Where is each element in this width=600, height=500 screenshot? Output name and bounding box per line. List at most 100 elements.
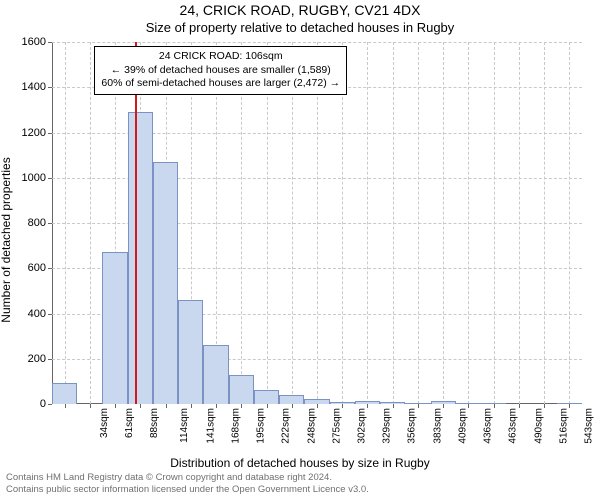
annotation-line1: 24 CRICK ROAD: 106sqm [101,50,340,64]
histogram-bar [481,403,506,404]
ytick-label: 1000 [22,172,46,184]
xtick-label: 222sqm [281,408,292,444]
xtick-mark [342,404,343,408]
gridline-v [569,42,570,404]
xtick-label: 436sqm [483,408,494,444]
histogram-bar [557,403,582,404]
xtick-mark [166,404,167,408]
histogram-bar [431,401,456,404]
xtick-mark [317,404,318,408]
xtick-label: 516sqm [558,408,569,444]
xtick-mark [216,404,217,408]
ytick-mark [48,42,52,43]
gridline-v [544,42,545,404]
ytick-mark [48,268,52,269]
xtick-mark [191,404,192,408]
ytick-label: 1400 [22,81,46,93]
xtick-mark [90,404,91,408]
xtick-mark [65,404,66,408]
plot-inner: 0200400600800100012001400160034sqm61sqm8… [52,42,582,404]
gridline-v [317,42,318,404]
xtick-mark [569,404,570,408]
gridline-v [65,42,66,404]
xtick-mark [418,404,419,408]
annotation-line2: ← 39% of detached houses are smaller (1,… [101,64,340,78]
xtick-mark [292,404,293,408]
ytick-label: 400 [28,308,46,320]
histogram-bar [153,162,178,404]
xtick-label: 302sqm [357,408,368,444]
ytick-label: 200 [28,353,46,365]
xtick-label: 356sqm [407,408,418,444]
xtick-mark [544,404,545,408]
xtick-label: 114sqm [179,408,190,443]
xtick-label: 463sqm [508,408,519,444]
xtick-mark [468,404,469,408]
histogram-bar [254,390,279,404]
histogram-bar [203,345,228,404]
chart-title: 24, CRICK ROAD, RUGBY, CV21 4DX [0,2,600,18]
ytick-label: 800 [28,217,46,229]
xtick-mark [241,404,242,408]
gridline-v [367,42,368,404]
chart-container: 24, CRICK ROAD, RUGBY, CV21 4DX Size of … [0,0,600,500]
attribution-line1: Contains HM Land Registry data © Crown c… [6,472,594,484]
histogram-bar [330,402,355,404]
xtick-mark [494,404,495,408]
xtick-label: 168sqm [230,408,241,444]
histogram-bar [52,383,77,404]
xtick-label: 61sqm [124,408,135,438]
gridline-v [241,42,242,404]
annotation-line3: 60% of semi-detached houses are larger (… [101,77,340,91]
histogram-bar [128,112,153,404]
gridline-v [292,42,293,404]
histogram-bar [102,252,127,404]
gridline-v [418,42,419,404]
histogram-bar [178,300,203,404]
gridline-v [393,42,394,404]
xtick-label: 248sqm [306,408,317,444]
xtick-label: 490sqm [533,408,544,444]
ytick-mark [48,178,52,179]
reference-line [135,42,137,404]
chart-subtitle: Size of property relative to detached ho… [0,20,600,35]
gridline-v [494,42,495,404]
xtick-label: 88sqm [149,408,160,438]
y-axis-label: Number of detached properties [0,157,13,322]
histogram-bar [405,403,430,404]
ytick-label: 1200 [22,127,46,139]
xtick-label: 195sqm [256,408,267,444]
xtick-mark [443,404,444,408]
xtick-mark [267,404,268,408]
histogram-bar [380,402,405,404]
histogram-bar [355,401,380,404]
gridline-v [90,42,91,404]
annotation-box: 24 CRICK ROAD: 106sqm← 39% of detached h… [94,46,347,95]
ytick-mark [48,404,52,405]
xtick-label: 409sqm [458,408,469,444]
xtick-mark [393,404,394,408]
ytick-label: 1600 [22,36,46,48]
attribution-line2: Contains public sector information licen… [6,484,594,496]
histogram-bar [456,403,481,404]
ytick-mark [48,133,52,134]
ytick-mark [48,314,52,315]
gridline-v [519,42,520,404]
ytick-label: 0 [40,398,46,410]
ytick-mark [48,87,52,88]
gridline-v [443,42,444,404]
xtick-mark [140,404,141,408]
histogram-bar [279,395,304,404]
ytick-label: 600 [28,262,46,274]
xtick-mark [115,404,116,408]
xtick-label: 141sqm [205,408,216,444]
xtick-label: 329sqm [382,408,393,444]
plot-area: 0200400600800100012001400160034sqm61sqm8… [52,42,582,404]
histogram-bar [229,375,254,404]
ytick-mark [48,359,52,360]
xtick-label: 34sqm [99,408,110,438]
xtick-label: 275sqm [331,408,342,444]
xtick-mark [367,404,368,408]
ytick-mark [48,223,52,224]
xtick-label: 383sqm [432,408,443,444]
